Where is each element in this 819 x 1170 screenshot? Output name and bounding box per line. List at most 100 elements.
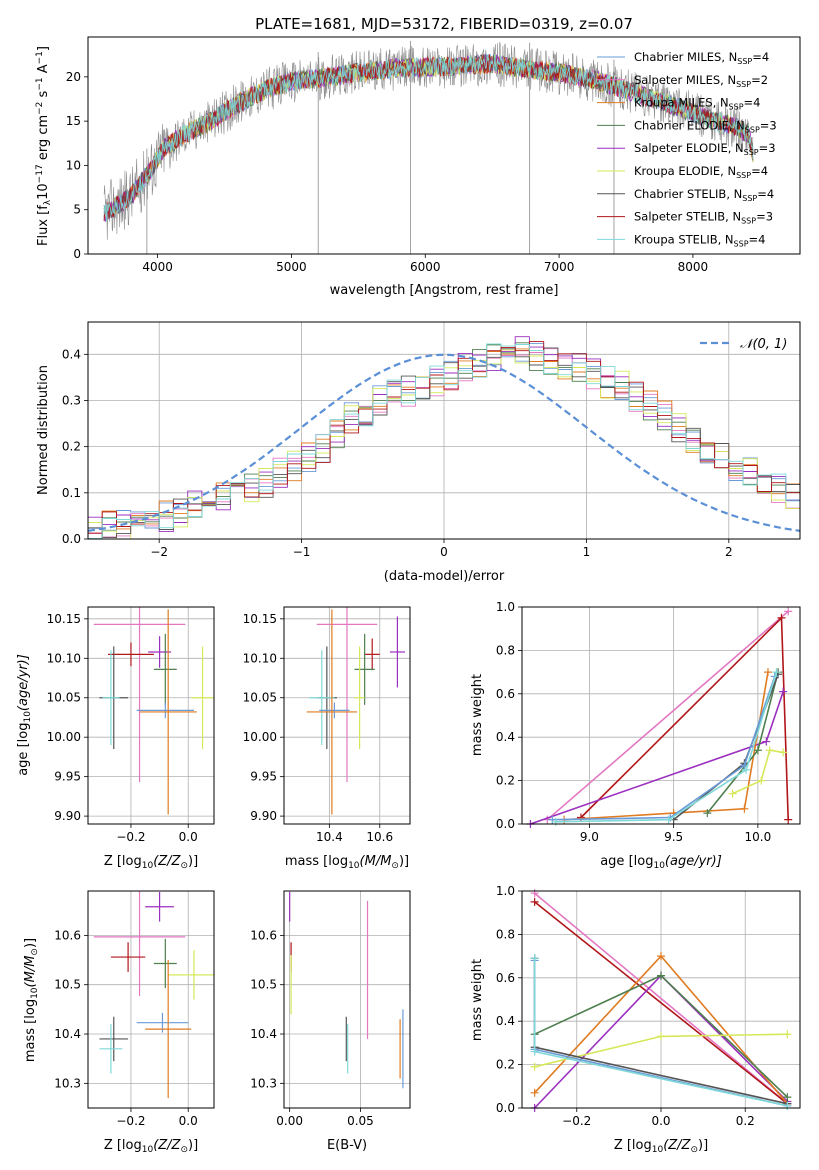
y-tick-label: 0.2 (496, 774, 515, 788)
legend-label: Chabrier STELIB, NSSP=4 (634, 187, 774, 203)
weight-point-marker (757, 776, 766, 785)
residuals-plot-area (88, 322, 800, 539)
weight-series-line (534, 901, 788, 1105)
weight-vs-age-ylabel: mass weight (470, 674, 485, 756)
legend-label-sub: SSP (734, 239, 749, 248)
weight-point-marker (576, 813, 585, 822)
legend-label-value: =4 (751, 164, 768, 178)
y-tick-label: 1.0 (496, 884, 515, 898)
residuals-ylabel: Normed distribution (36, 365, 51, 495)
legend-label-sub: SSP (742, 194, 757, 203)
weight-vs-metallicity-ylabel: mass weight (470, 959, 485, 1041)
age-vs-mass-xlabel: mass [log10(M/M⊙)] (285, 854, 409, 871)
y-tick-label: 10.3 (250, 1076, 277, 1090)
age-vs-metallicity-plot-area (88, 607, 214, 824)
x-tick-label: 10.6 (366, 830, 393, 844)
weight-point-marker (742, 765, 751, 774)
x-tick-label: 1 (583, 545, 591, 559)
mass-vs-extinction-panel: E(B-V) 0.00 0.05 10.3 10.4 10.5 10.6 (250, 890, 411, 1153)
y-tick-label: 9.95 (54, 770, 81, 784)
histogram-series (88, 343, 800, 539)
histogram-series (88, 343, 800, 531)
x-tick-label: 7000 (544, 260, 575, 274)
y-tick-label: 0.3 (62, 393, 81, 407)
weight-point-marker (772, 668, 781, 677)
legend-label-base: Chabrier MILES, N (634, 50, 737, 64)
x-tick-label: 0.0 (651, 1114, 670, 1128)
mass-vs-metallicity-frame (87, 890, 215, 1109)
y-tick-label: 10.5 (54, 978, 81, 992)
legend-label-base: Salpeter MILES, N (634, 73, 736, 87)
legend-label-sub: SSP (737, 57, 752, 66)
y-tick-label: 0.4 (496, 1014, 515, 1028)
mass-vs-metallicity-ylabel: mass [log10(M/M⊙)] (23, 938, 40, 1062)
spectrum-title: PLATE=1681, MJD=53172, FIBERID=0319, z=0… (255, 15, 633, 33)
y-tick-label: 10.6 (250, 928, 277, 942)
y-tick-label: 9.90 (250, 809, 277, 823)
y-tick-label: 0.2 (62, 440, 81, 454)
legend-label: Kroupa STELIB, NSSP=4 (634, 232, 765, 248)
legend-label: Chabrier ELODIE, NSSP=3 (634, 118, 777, 134)
x-tick-label: 9.0 (580, 830, 599, 844)
y-tick-label: 0.1 (62, 486, 81, 500)
weight-point-marker (703, 809, 712, 818)
weight-point-marker (777, 613, 786, 622)
weight-series-line (546, 610, 789, 821)
y-tick-label: 0.0 (62, 532, 81, 546)
x-tick-label: 9.5 (664, 830, 683, 844)
legend-label-base: Salpeter ELODIE, N (634, 141, 744, 155)
x-tick-label: 10.0 (745, 830, 772, 844)
spectrum-plot-area (103, 41, 754, 254)
x-tick-label: 5000 (276, 260, 307, 274)
legend-label: Salpeter ELODIE, NSSP=3 (634, 141, 776, 157)
weight-point-marker (664, 815, 673, 824)
y-tick-label: 5 (73, 203, 81, 217)
legend-label-value: =4 (744, 96, 761, 110)
spectrum-frame (87, 36, 801, 255)
weight-point-marker (784, 607, 793, 616)
legend-label-value: =4 (749, 232, 766, 246)
x-tick-label: 6000 (410, 260, 441, 274)
mass-vs-extinction-frame (283, 890, 411, 1109)
normal-legend-label: 𝒩(0, 1) (740, 337, 787, 352)
histogram-series (88, 347, 800, 539)
y-tick-label: 10.05 (47, 691, 81, 705)
age-vs-mass-panel: mass [log10(M/M⊙)] 10.4 10.6 9.90 9.95 10.00… (243, 606, 411, 871)
weight-series-line (732, 749, 784, 795)
legend-label: Kroupa ELODIE, NSSP=4 (634, 164, 768, 180)
mass-vs-metallicity-panel: Z [log10(Z/Z⊙)] mass [log10(M/M⊙)] −0.2 0… (23, 890, 215, 1155)
weight-series-line (534, 892, 788, 1105)
weight-vs-metallicity-panel: Z [log10(Z/Z⊙)] mass weight −0.2 0.0 0.2 0.… (470, 884, 801, 1155)
weight-point-marker (779, 687, 788, 696)
x-tick-label: 0.2 (736, 1114, 755, 1128)
spectrum-panel: PLATE=1681, MJD=53172, FIBERID=0319, z=0… (35, 15, 801, 298)
spectrum-xlabel: wavelength [Angstrom, rest frame] (330, 283, 559, 298)
x-tick-label: −1 (293, 545, 311, 559)
histogram-series (88, 341, 800, 534)
y-tick-label: 10.4 (54, 1027, 81, 1041)
legend-label-value: =3 (760, 118, 777, 132)
age-vs-mass-plot-area (284, 607, 410, 824)
residuals-panel: (data-model)/error Normed distribution 𝒩… (36, 321, 801, 584)
y-tick-label: 0 (73, 247, 81, 261)
weight-point-marker (530, 1047, 539, 1056)
legend-label-sub: SSP (736, 80, 751, 89)
spectrum-ylabel: Flux [fλ10−17 erg cm−2 s−1 A−1] (35, 46, 53, 246)
mass-vs-metallicity-plot-area (88, 891, 214, 1108)
weight-point-marker (728, 789, 737, 798)
x-tick-label: 0.0 (179, 1114, 198, 1128)
y-tick-label: 1.0 (496, 600, 515, 614)
mass-vs-metallicity-xlabel: Z [log10(Z/Z⊙)] (104, 1138, 198, 1155)
weight-point-marker (530, 1088, 539, 1097)
legend-label-base: Kroupa MILES, N (634, 96, 729, 110)
weight-vs-metallicity-plot-area (522, 889, 800, 1112)
age-vs-metallicity-xlabel: Z [log10(Z/Z⊙)] (104, 854, 198, 871)
y-tick-label: 15 (66, 114, 81, 128)
y-tick-label: 0.0 (496, 817, 515, 831)
legend-label-base: Chabrier ELODIE, N (634, 118, 745, 132)
y-tick-label: 20 (66, 70, 81, 84)
weight-series-line (706, 671, 779, 814)
y-tick-label: 10.00 (47, 730, 81, 744)
weight-point-marker (530, 1062, 539, 1071)
